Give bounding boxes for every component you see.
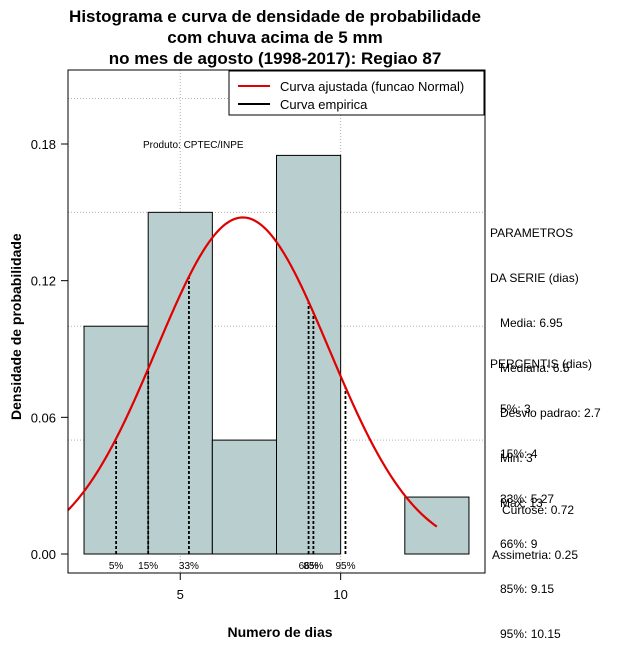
- normal-curve-line: [67, 216, 438, 528]
- title-line: no mes de agosto (1998-2017): Regiao 87: [108, 49, 442, 68]
- histogram-bars: [83, 154, 470, 555]
- percentile-label: 15%: [138, 561, 158, 572]
- percentile-line: 85%: 9.15: [490, 582, 555, 596]
- percentile-line: 5%: 3: [490, 402, 531, 416]
- percentile-line: 33%: 5.27: [490, 492, 555, 506]
- percentile-line: 66%: 9: [490, 537, 538, 551]
- percentile-label: 85%: [303, 561, 323, 572]
- legend: Curva ajustada (funcao Normal) Curva empi…: [228, 70, 485, 116]
- percentile-label: 95%: [335, 561, 355, 572]
- percentile-lines: 5% 15% 33% 66%85% 95%: [109, 276, 356, 572]
- histogram-bar: [147, 211, 213, 555]
- title-line: Histograma e curva de densidade de proba…: [69, 7, 481, 26]
- percentile-line: 15%: 4: [490, 447, 538, 461]
- plot-frame: [67, 69, 486, 574]
- normal-curve: [67, 216, 438, 528]
- stat-line: Curtose: 0.72: [492, 503, 575, 517]
- param-line: Max: 13: [490, 496, 543, 510]
- percentile-label: 33%: [179, 561, 199, 572]
- percentile-label: 66%: [299, 561, 319, 572]
- title-line: com chuva acima de 5 mm: [167, 28, 383, 47]
- percentile-line: 95%: 10.15: [490, 627, 561, 641]
- chart-title: Histograma e curva de densidade de proba…: [0, 6, 550, 69]
- legend-label: Curva empirica: [280, 97, 368, 112]
- stats-panel: Curtose: 0.72 Assimetria: 0.25: [492, 473, 578, 578]
- y-axis-label: Densidade de probabilidade: [8, 233, 24, 420]
- y-tick-label: 0.18: [31, 137, 56, 152]
- percentile-label: 5%: [109, 561, 124, 572]
- product-annotation: Produto: CPTEC/INPE: [143, 140, 244, 151]
- legend-label: Curva ajustada (funcao Normal): [280, 79, 464, 94]
- stat-line: Assimetria: 0.25: [492, 548, 579, 562]
- param-line: DA SERIE (dias): [490, 271, 579, 285]
- param-line: Media: 6.95: [490, 316, 563, 330]
- percentiles-panel: PERCENTIS (dias) 5%: 3 15%: 4 33%: 5.27 …: [490, 327, 592, 657]
- y-tick-label: 0.00: [31, 547, 56, 562]
- param-line: Min: 3: [490, 451, 533, 465]
- legend-box: [228, 70, 485, 116]
- y-tick-label: 0.06: [31, 410, 56, 425]
- param-line: Mediana: 6.5: [490, 361, 570, 375]
- param-line: PARAMETROS: [490, 226, 574, 240]
- y-tick-label: 0.12: [31, 274, 56, 289]
- parameters-panel: PARAMETROS DA SERIE (dias) Media: 6.95 M…: [490, 196, 601, 526]
- percentile-line: PERCENTIS (dias): [490, 357, 593, 371]
- x-tick-label: 5: [177, 587, 184, 602]
- histogram-bar: [211, 439, 278, 555]
- param-line: Desvio padrao: 2.7: [490, 406, 601, 420]
- x-tick-label: 10: [333, 587, 347, 602]
- axes: 5 10 0.00 0.06 0.12 0.18: [31, 69, 486, 602]
- x-axis-label: Numero de dias: [227, 624, 333, 640]
